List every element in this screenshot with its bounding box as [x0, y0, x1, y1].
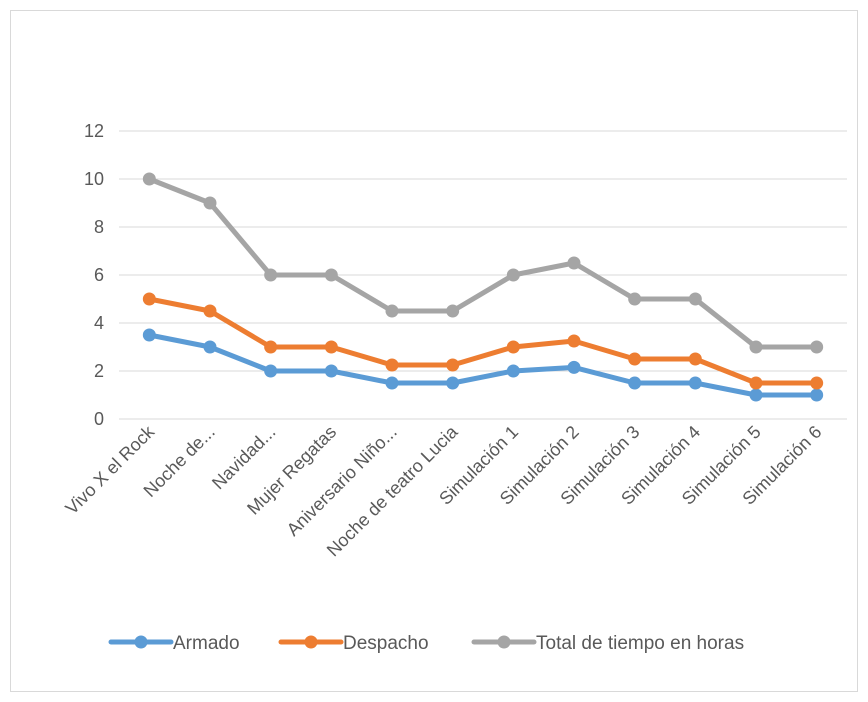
series-2 [142, 172, 824, 354]
series-line [146, 296, 820, 386]
data-point [142, 328, 156, 342]
data-point [203, 196, 217, 210]
y-tick-label: 10 [84, 169, 104, 189]
data-point [810, 376, 824, 390]
data-point [688, 376, 702, 390]
data-point [324, 364, 338, 378]
data-point [446, 304, 460, 318]
data-point [142, 292, 156, 306]
series-line [146, 176, 820, 350]
series-1 [142, 292, 824, 390]
chart-frame: 0 2 4 6 8 10 12 Vivo X el Rock Noche de... Navid… [10, 10, 858, 692]
data-point [264, 364, 278, 378]
data-point [567, 360, 581, 374]
legend-label: Despacho [343, 633, 429, 654]
series-line [146, 332, 820, 398]
y-tick-label: 6 [94, 265, 104, 285]
data-point [446, 376, 460, 390]
legend-label: Armado [173, 633, 240, 654]
legend-marker [497, 635, 511, 649]
y-tick-label: 0 [94, 409, 104, 429]
data-point [264, 340, 278, 354]
data-point [506, 268, 520, 282]
data-point [749, 376, 763, 390]
data-point [749, 388, 763, 402]
data-point [688, 352, 702, 366]
grid-lines [119, 130, 847, 420]
data-point [385, 376, 399, 390]
legend-item: Total de tiempo en horas [471, 633, 744, 654]
y-tick-label: 12 [84, 121, 104, 141]
data-point [810, 388, 824, 402]
data-point [628, 376, 642, 390]
data-point [567, 256, 581, 270]
data-point [324, 268, 338, 282]
y-tick-label: 4 [94, 313, 104, 333]
data-point [385, 358, 399, 372]
series-0 [142, 328, 824, 402]
data-point [628, 292, 642, 306]
data-point [324, 340, 338, 354]
data-point [567, 334, 581, 348]
data-point [628, 352, 642, 366]
legend-marker [304, 635, 318, 649]
legend: Armado Despacho Total de tiempo en horas [108, 633, 744, 654]
data-point [506, 340, 520, 354]
y-tick-label: 2 [94, 361, 104, 381]
y-tick-label: 8 [94, 217, 104, 237]
data-point [142, 172, 156, 186]
data-point [203, 304, 217, 318]
legend-marker [134, 635, 148, 649]
y-axis-ticks: 0 2 4 6 8 10 12 [84, 121, 104, 429]
data-point [810, 340, 824, 354]
data-point [203, 340, 217, 354]
legend-item: Armado [108, 633, 240, 654]
legend-item: Despacho [278, 633, 429, 654]
data-point [749, 340, 763, 354]
data-point [688, 292, 702, 306]
data-point [264, 268, 278, 282]
x-tick-label: Aniversario Niño... [283, 422, 401, 540]
legend-label: Total de tiempo en horas [536, 633, 744, 654]
data-point [506, 364, 520, 378]
data-point [385, 304, 399, 318]
series-group [142, 172, 824, 402]
x-tick-label: Vivo X el Rock [61, 421, 158, 518]
data-point [446, 358, 460, 372]
